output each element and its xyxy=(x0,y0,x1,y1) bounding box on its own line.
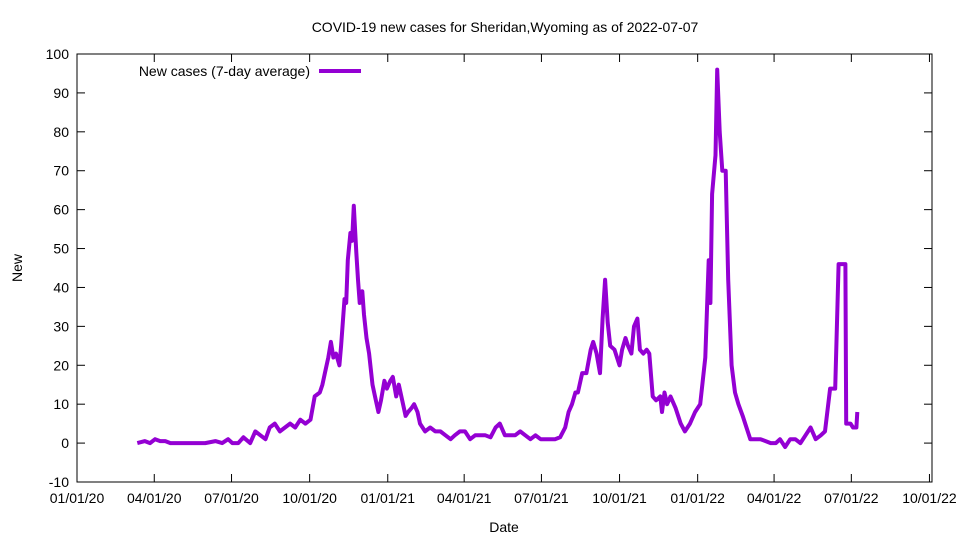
x-tick-label: 04/01/21 xyxy=(437,490,492,506)
y-tick-label: 90 xyxy=(53,85,69,101)
legend: New cases (7-day average) xyxy=(139,63,361,79)
y-tick-label: 10 xyxy=(53,396,69,412)
y-tick-label: 100 xyxy=(46,46,70,62)
plot-frame xyxy=(76,53,933,483)
chart-title: COVID-19 new cases for Sheridan,Wyoming … xyxy=(312,19,699,35)
x-tick-label: 01/01/20 xyxy=(50,490,105,506)
y-tick-label: 20 xyxy=(53,357,69,373)
x-tick-label: 07/01/22 xyxy=(824,490,879,506)
y-tick-label: 60 xyxy=(53,202,69,218)
series-group xyxy=(136,67,860,449)
axes: -10 0 10 20 30 40 50 60 70 80 90 100 01/01/20 04/01/2… xyxy=(46,46,957,506)
series-line-new-cases xyxy=(136,67,860,449)
legend-label: New cases (7-day average) xyxy=(139,63,310,79)
x-tick-label: 10/01/22 xyxy=(902,490,957,506)
x-axis-label: Date xyxy=(489,519,519,535)
x-tick-label: 10/01/21 xyxy=(592,490,647,506)
x-tick-label: 01/01/22 xyxy=(670,490,725,506)
y-tick-label: 50 xyxy=(53,241,69,257)
x-tick-label: 01/01/21 xyxy=(361,490,416,506)
y-tick-label: 40 xyxy=(53,279,69,295)
y-tick-label: 0 xyxy=(61,435,69,451)
y-tick-label: -10 xyxy=(49,474,69,490)
y-tick-label: 70 xyxy=(53,163,69,179)
x-tick-label: 10/01/20 xyxy=(282,490,337,506)
x-tick-label: 07/01/21 xyxy=(514,490,569,506)
y-tick-label: 80 xyxy=(53,124,69,140)
x-tick-label: 07/01/20 xyxy=(204,490,259,506)
y-tick-label: 30 xyxy=(53,318,69,334)
x-tick-label: 04/01/22 xyxy=(747,490,802,506)
y-axis-label: New xyxy=(9,253,25,282)
x-tick-label: 04/01/20 xyxy=(127,490,182,506)
